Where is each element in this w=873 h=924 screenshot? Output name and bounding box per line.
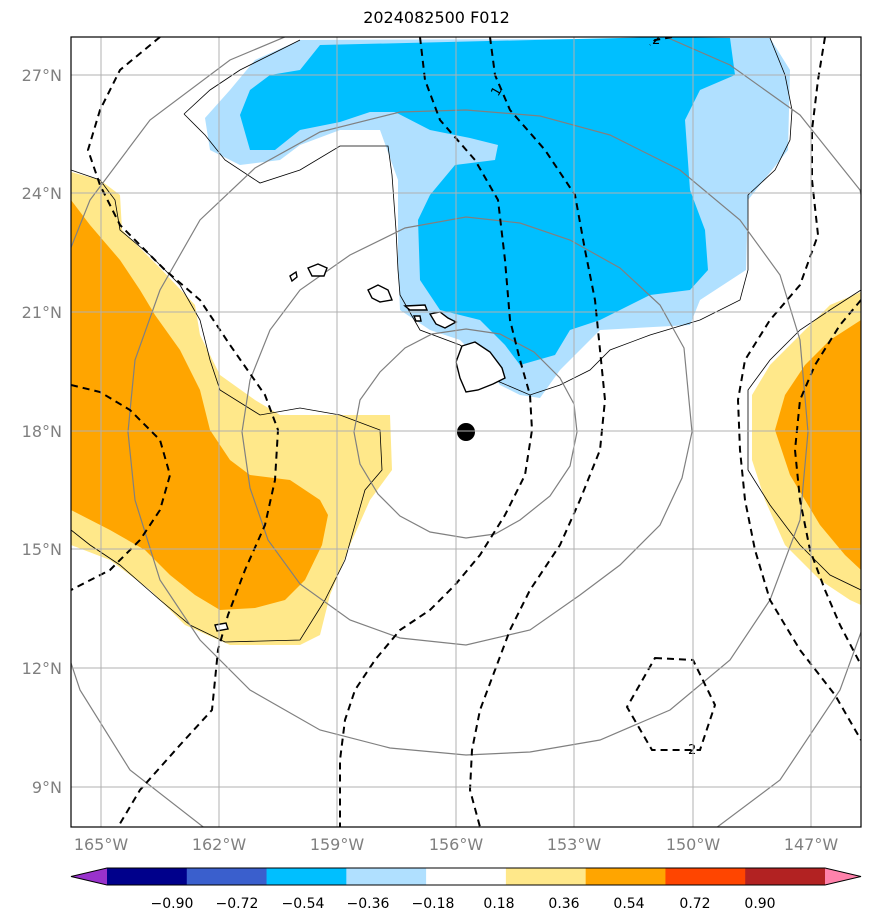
lon-label: 153°W	[547, 835, 602, 854]
graticule	[71, 37, 861, 827]
colorbar-segment	[346, 868, 427, 885]
colorbar-extend-max	[825, 868, 861, 885]
colorbar-label: 0.18	[483, 896, 514, 912]
colorbar-segment	[745, 868, 826, 885]
colorbar-segment	[585, 868, 666, 885]
latitude-labels: 27°N 24°N 21°N 18°N 15°N 12°N 9°N	[22, 66, 62, 797]
colorbar-label: −0.90	[151, 896, 194, 912]
colorbar-outline	[70, 867, 862, 886]
lat-label: 24°N	[22, 184, 62, 203]
lat-label: 18°N	[22, 422, 62, 441]
lon-label: 147°W	[784, 835, 839, 854]
plot-frame	[70, 36, 862, 828]
colorbar-segment	[505, 868, 587, 885]
contour-label: 2	[652, 33, 660, 48]
colorbar-label: 0.72	[679, 896, 710, 912]
hawaiian-islands	[214, 263, 506, 632]
positive-anomaly-west	[71, 172, 392, 645]
lat-label: 9°N	[32, 778, 62, 797]
lon-label: 165°W	[74, 835, 129, 854]
colorbar-labels: −0.90 −0.72 −0.54 −0.36 −0.18 0.18 0.36 …	[151, 896, 776, 912]
colorbar	[70, 867, 862, 886]
lon-label: 159°W	[310, 835, 365, 854]
colorbar-segment	[107, 868, 188, 885]
lat-label: 12°N	[22, 659, 62, 678]
colorbar-segment	[426, 868, 507, 885]
negative-anomaly-region	[205, 37, 790, 398]
lon-label: 156°W	[429, 835, 484, 854]
colorbar-extend-min	[71, 868, 107, 885]
lat-label: 21°N	[22, 303, 62, 322]
distance-rings	[71, 37, 861, 827]
colorbar-segment	[266, 868, 347, 885]
colorbar-label: 0.90	[744, 896, 775, 912]
contour-label: 2	[688, 743, 696, 758]
storm-center-marker	[457, 423, 475, 441]
colorbar-label: 0.54	[613, 896, 644, 912]
lon-label: 162°W	[192, 835, 247, 854]
longitude-labels: 165°W 162°W 159°W 156°W 153°W 150°W 147°…	[74, 835, 839, 854]
dashed-contours	[71, 37, 861, 827]
lat-label: 27°N	[22, 66, 62, 85]
map-title: 2024082500 F012	[363, 8, 510, 27]
colorbar-segment	[665, 868, 746, 885]
colorbar-label: 0.36	[548, 896, 579, 912]
colorbar-segment	[186, 868, 268, 885]
colorbar-label: −0.72	[216, 896, 259, 912]
colorbar-label: −0.36	[347, 896, 390, 912]
colorbar-label: −0.18	[412, 896, 455, 912]
lat-label: 15°N	[22, 540, 62, 559]
colorbar-label: −0.54	[282, 896, 325, 912]
lon-label: 150°W	[666, 835, 721, 854]
